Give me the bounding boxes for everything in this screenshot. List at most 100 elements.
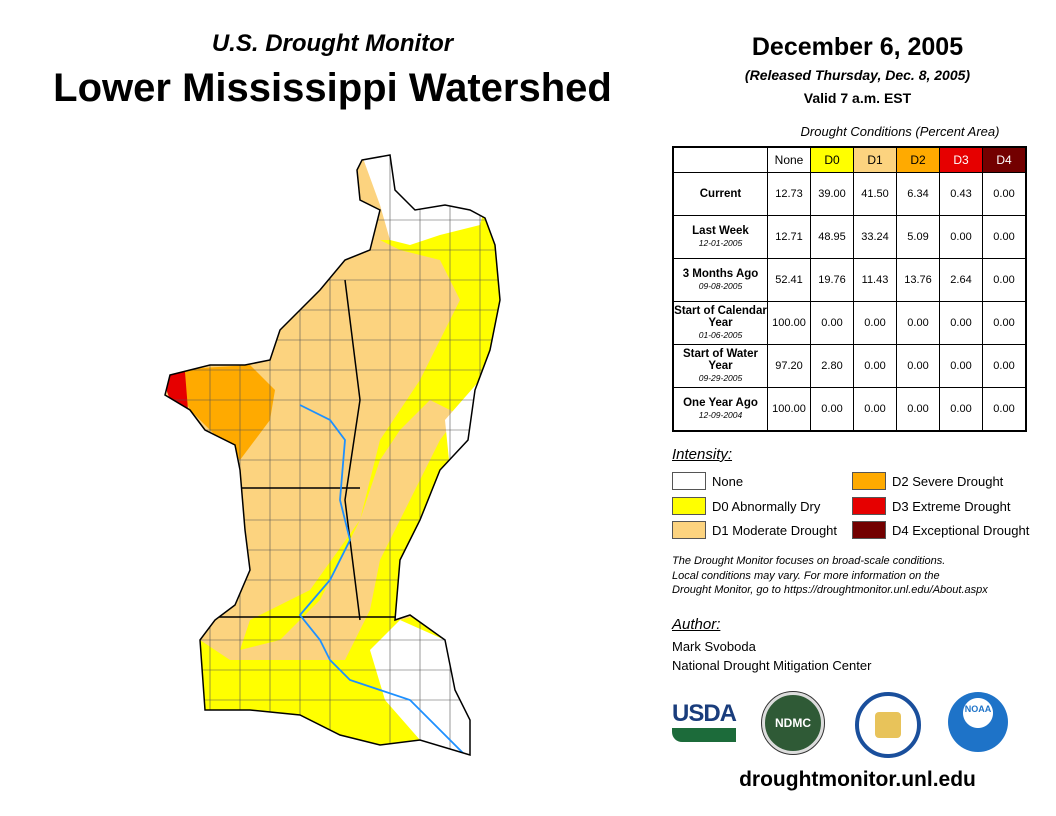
legend-label: D4 Exceptional Drought [892,522,1030,538]
table-cell: 100.00 [767,301,811,345]
disclaimer-note: The Drought Monitor focuses on broad-sca… [672,554,988,598]
legend-item: D1 Moderate Drought [672,521,837,539]
legend-label: D3 Extreme Drought [892,498,1011,514]
table-cell: 0.00 [939,301,983,345]
table-cell: 0.00 [853,344,897,388]
table-cell: 0.00 [896,387,940,432]
author-org: National Drought Mitigation Center [672,658,872,673]
row-label: Last Week 12-01-2005 [672,215,768,259]
legend-label: D1 Moderate Drought [712,522,838,538]
table-row: Start of Calendar Year 01-06-2005 100.00 0.… [672,301,1027,345]
legend-item: D4 Exceptional Drought [852,521,1029,539]
commerce-seal [855,692,921,758]
row-date: 09-08-2005 [698,281,743,291]
d2-area [170,365,275,460]
table-row: 3 Months Ago 09-08-2005 52.41 19.76 11.43 13.… [672,258,1027,302]
row-label: Start of Calendar Year 01-06-2005 [672,301,768,345]
row-date: 01-06-2005 [698,330,743,340]
table-cell: 2.80 [810,344,854,388]
legend-swatch [852,521,886,539]
row-label: Current [672,172,768,216]
table-cell: 0.00 [810,301,854,345]
legend-swatch [672,521,706,539]
drought-conditions-table: None D0 D1 D2 D3 D4 Current 12.73 39.00 41.… [672,146,1027,432]
col-d2: D2 [896,146,940,173]
subtitle: U.S. Drought Monitor [211,30,454,57]
table-cell: 100.00 [767,387,811,432]
legend-item: D0 Abnormally Dry [672,497,820,515]
table-cell: 2.64 [939,258,983,302]
row-label: Start of Water Year 09-29-2005 [672,344,768,388]
legend-heading: Intensity: [672,446,733,463]
row-date: 12-01-2005 [698,238,743,248]
table-cell: 0.00 [853,387,897,432]
legend-label: None [712,473,744,489]
table-cell: 11.43 [853,258,897,302]
table-cell: 13.76 [896,258,940,302]
table-cell: 0.00 [939,215,983,259]
row-label: One Year Ago 12-09-2004 [672,387,768,432]
table-cell: 0.00 [939,387,983,432]
legend-swatch [852,472,886,490]
map-date: December 6, 2005 [751,33,964,61]
valid-time: Valid 7 a.m. EST [803,90,912,106]
table-cell: 12.73 [767,172,811,216]
table-cell: 48.95 [810,215,854,259]
table-cell: 97.20 [767,344,811,388]
col-none: None [767,146,811,173]
table-cell: 6.34 [896,172,940,216]
d3-area [165,372,188,410]
row-label: 3 Months Ago 09-08-2005 [672,258,768,302]
note-line: Local conditions may vary. For more info… [672,569,940,582]
table-row: Last Week 12-01-2005 12.71 48.95 33.24 5.09 0.… [672,215,1027,259]
legend-item: D3 Extreme Drought [852,497,1011,515]
col-d1: D1 [853,146,897,173]
table-cell: 33.24 [853,215,897,259]
website-url[interactable]: droughtmonitor.unl.edu [739,768,976,791]
legend-item: None [672,472,743,490]
note-line: The Drought Monitor focuses on broad-sca… [672,555,946,567]
table-cell: 41.50 [853,172,897,216]
table-cell: 0.00 [896,301,940,345]
mississippi-river [298,404,466,755]
table-header-row: None D0 D1 D2 D3 D4 [673,146,1027,173]
table-cell: 0.00 [982,344,1027,388]
legend-item: D2 Severe Drought [852,472,1003,490]
author-info: Mark Svoboda National Drought Mitigation… [672,637,871,675]
legend-label: D2 Severe Drought [892,473,1004,489]
table-row: Start of Water Year 09-29-2005 97.20 2.80 0.… [672,344,1027,388]
table-cell: 19.76 [810,258,854,302]
table-caption: Drought Conditions (Percent Area) [800,124,1000,139]
table-cell: 39.00 [810,172,854,216]
row-date: 12-09-2004 [698,410,743,420]
table-cell: 0.00 [896,344,940,388]
release-date: (Released Thursday, Dec. 8, 2005) [744,67,971,83]
table-cell: 5.09 [896,215,940,259]
table-cell: 0.00 [982,258,1027,302]
table-cell: 0.00 [982,215,1027,259]
author-name: Mark Svoboda [672,639,756,654]
page-title: Lower Mississippi Watershed [53,66,612,110]
table-cell: 12.71 [767,215,811,259]
table-cell: 0.00 [982,172,1027,216]
table-row: Current 12.73 39.00 41.50 6.34 0.43 0.00 [672,172,1027,216]
drought-map [164,154,501,756]
table-cell: 0.00 [982,387,1027,432]
legend-label: D0 Abnormally Dry [712,498,821,514]
col-d0: D0 [810,146,854,173]
table-row: One Year Ago 12-09-2004 100.00 0.00 0.00 0.00… [672,387,1027,432]
row-date: 09-29-2005 [698,373,743,383]
legend-swatch [672,472,706,490]
noaa-logo: NOAA [948,692,1008,752]
table-cell: 52.41 [767,258,811,302]
legend-swatch [672,497,706,515]
table-cell: 0.00 [982,301,1027,345]
col-d4: D4 [982,146,1027,173]
col-d3: D3 [939,146,983,173]
table-cell: 0.00 [810,387,854,432]
table-cell: 0.00 [939,344,983,388]
usda-logo: USDA [672,700,737,742]
legend-swatch [852,497,886,515]
author-heading: Author: [672,616,721,633]
